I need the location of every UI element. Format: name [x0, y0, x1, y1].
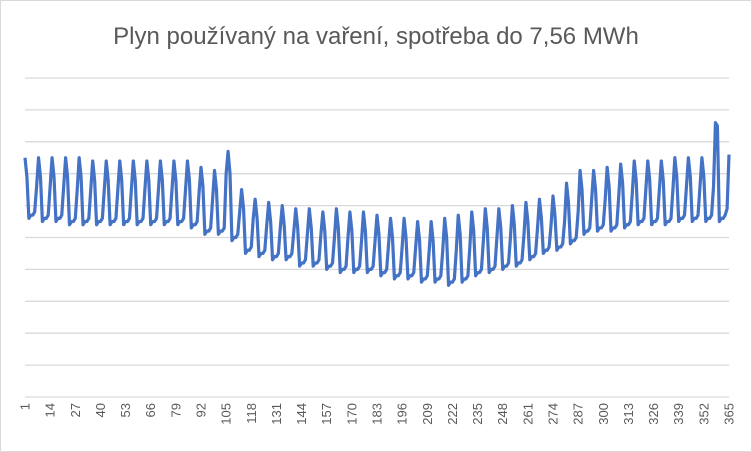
- series-line: [23, 121, 731, 287]
- x-tick-label: 313: [621, 403, 636, 425]
- x-tick-label: 339: [671, 403, 686, 425]
- x-tick-label: 274: [546, 403, 561, 425]
- x-tick-label: 1: [18, 403, 33, 410]
- x-tick-label: 326: [646, 403, 661, 425]
- x-tick-label: 209: [420, 403, 435, 425]
- x-tick-label: 365: [722, 403, 737, 425]
- x-tick-label: 300: [596, 403, 611, 425]
- x-tick-label: 248: [495, 403, 510, 425]
- x-tick-label: 105: [219, 403, 234, 425]
- x-tick-label: 222: [445, 403, 460, 425]
- chart-title: Plyn používaný na vaření, spotřeba do 7,…: [113, 23, 639, 50]
- x-tick-label: 27: [68, 403, 83, 417]
- x-tick-label: 170: [344, 403, 359, 425]
- x-tick-label: 131: [269, 403, 284, 425]
- x-tick-label: 40: [93, 403, 108, 417]
- x-tick-label: 287: [571, 403, 586, 425]
- x-tick-label: 92: [194, 403, 209, 417]
- x-tick-label: 183: [370, 403, 385, 425]
- x-tick-label: 118: [244, 403, 259, 424]
- x-tick-label: 235: [470, 403, 485, 425]
- series-group: [23, 121, 731, 287]
- x-tick-label: 352: [696, 403, 711, 425]
- x-tick-label: 157: [319, 403, 334, 425]
- x-tick-label: 66: [143, 403, 158, 417]
- x-tick-label: 261: [520, 403, 535, 425]
- x-tick-label: 53: [118, 403, 133, 417]
- x-tick-label: 196: [395, 403, 410, 425]
- x-tick-label: 79: [168, 403, 183, 417]
- gridlines: [25, 77, 729, 398]
- x-axis-tick-labels: 1 14 27 40 53 66 79 92 105 118 131 144 157 170 183 196 2…: [18, 403, 737, 425]
- x-tick-label: 144: [294, 403, 309, 425]
- x-tick-label: 14: [43, 403, 58, 417]
